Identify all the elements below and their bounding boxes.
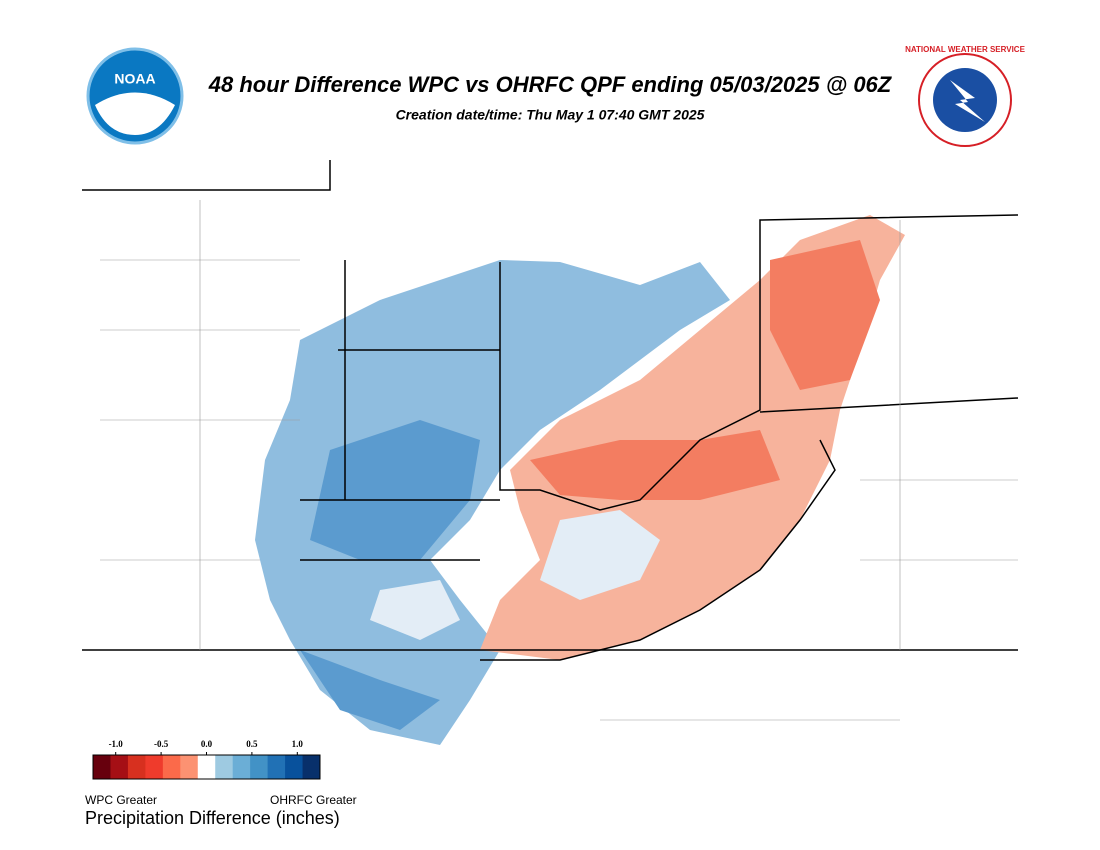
nws-logo-text: NATIONAL WEATHER SERVICE xyxy=(905,45,1026,54)
map xyxy=(82,160,1019,745)
colorbar-swatch xyxy=(93,755,111,779)
colorbar-swatch xyxy=(215,755,234,779)
noaa-logo: NOAA xyxy=(86,47,184,145)
ohrfc-greater-core xyxy=(530,240,880,500)
county-borders xyxy=(100,200,1018,721)
colorbar-swatch xyxy=(197,755,216,779)
colorbar-swatch xyxy=(232,755,251,779)
colorbar-tick-label: -0.5 xyxy=(154,739,169,749)
nws-logo: NATIONAL WEATHER SERVICE xyxy=(905,45,1026,147)
colorbar-tick-label: 1.0 xyxy=(292,739,304,749)
wpc-greater-region xyxy=(255,260,730,745)
subtitle: Creation date/time: Thu May 1 07:40 GMT … xyxy=(396,107,705,123)
noaa-logo-text: NOAA xyxy=(114,71,155,87)
colorbar-swatch xyxy=(302,755,321,779)
colorbar-left-note: WPC Greater xyxy=(85,793,157,807)
colorbar-swatch xyxy=(145,755,164,779)
colorbar-tick-label: 0.0 xyxy=(201,739,213,749)
colorbar-right-note: OHRFC Greater xyxy=(270,793,357,807)
colorbar-title: Precipitation Difference (inches) xyxy=(85,808,340,828)
colorbar-swatch xyxy=(180,755,199,779)
colorbar-swatch xyxy=(110,755,129,779)
state-borders xyxy=(82,160,1019,661)
near-zero-region xyxy=(370,510,660,640)
colorbar-swatch xyxy=(250,755,269,779)
colorbar: -1.0 -0.5 0.0 0.5 1.0 xyxy=(92,739,321,780)
colorbar-swatch xyxy=(267,755,286,779)
colorbar-swatch xyxy=(162,755,181,779)
colorbar-swatch xyxy=(285,755,304,779)
colorbar-tick-label: -1.0 xyxy=(109,739,124,749)
colorbar-swatch xyxy=(127,755,146,779)
colorbar-tick-label: 0.5 xyxy=(246,739,258,749)
title: 48 hour Difference WPC vs OHRFC QPF endi… xyxy=(208,72,893,97)
